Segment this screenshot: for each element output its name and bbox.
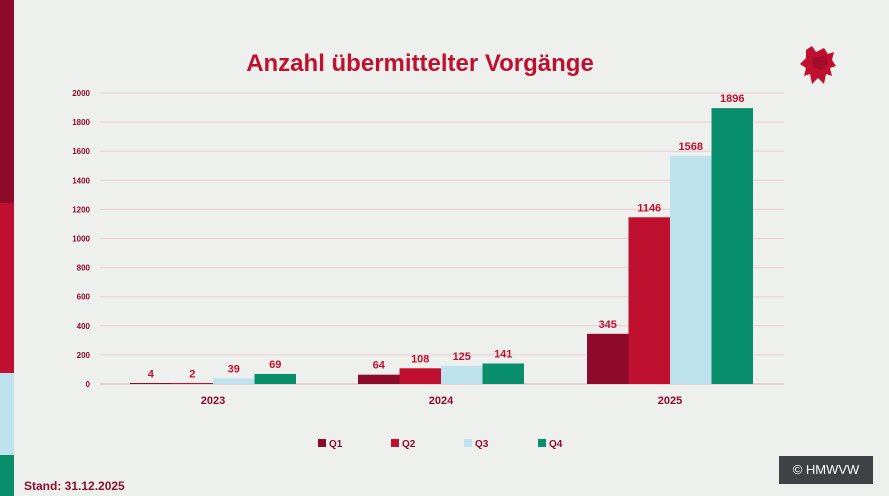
- data-label: 141: [494, 348, 512, 360]
- lion-crest-icon: [800, 46, 836, 84]
- bar: [482, 363, 524, 384]
- bar: [670, 155, 712, 384]
- data-label: 4: [148, 368, 155, 380]
- copyright-badge: © HMWVW: [779, 456, 873, 484]
- y-tick-label: 600: [77, 293, 91, 302]
- x-tick-label: 2024: [429, 395, 454, 407]
- data-label: 125: [453, 351, 471, 363]
- stand-date-label: Stand: 31.12.2025: [24, 479, 125, 493]
- accent-stripe-green: [0, 455, 14, 496]
- data-label: 1146: [637, 202, 661, 214]
- data-label: 345: [599, 319, 617, 331]
- y-tick-label: 1200: [72, 205, 90, 214]
- y-tick-label: 2000: [72, 89, 90, 98]
- y-tick-label: 1400: [72, 176, 90, 185]
- legend-label: Q3: [475, 439, 489, 450]
- data-label: 39: [228, 363, 240, 375]
- accent-stripe-red: [0, 203, 14, 373]
- bar: [130, 383, 172, 384]
- legend-label: Q2: [402, 439, 416, 450]
- legend-swatch: [318, 439, 326, 447]
- bar: [254, 373, 296, 384]
- bar: [628, 217, 670, 384]
- legend-swatch: [538, 439, 546, 447]
- x-tick-label: 2023: [201, 395, 225, 407]
- bar: [441, 365, 483, 384]
- x-tick-label: 2025: [658, 395, 682, 407]
- accent-stripe-light-blue: [0, 373, 14, 455]
- bar: [399, 368, 441, 384]
- data-label: 69: [269, 359, 281, 371]
- accent-stripe-dark-red: [0, 0, 14, 203]
- bar: [213, 378, 255, 384]
- y-tick-label: 1600: [72, 147, 90, 156]
- data-label: 2: [189, 369, 195, 381]
- y-tick-label: 800: [77, 264, 91, 273]
- data-label: 1896: [720, 93, 744, 105]
- legend-label: Q1: [329, 439, 343, 450]
- bar: [171, 383, 213, 384]
- bar: [711, 108, 753, 384]
- data-label: 64: [373, 360, 386, 372]
- y-tick-label: 400: [77, 322, 91, 331]
- y-tick-label: 200: [77, 351, 91, 360]
- legend-swatch: [391, 439, 399, 447]
- legend-swatch: [464, 439, 472, 447]
- y-tick-label: 1000: [72, 235, 90, 244]
- legend-label: Q4: [549, 439, 563, 450]
- y-tick-label: 0: [86, 380, 91, 389]
- chart-title: Anzahl übermittelter Vorgänge: [246, 50, 594, 77]
- bar: [587, 333, 629, 384]
- data-label: 108: [411, 353, 429, 365]
- bar: [358, 374, 400, 384]
- data-label: 1568: [679, 141, 703, 153]
- y-tick-label: 1800: [72, 118, 90, 127]
